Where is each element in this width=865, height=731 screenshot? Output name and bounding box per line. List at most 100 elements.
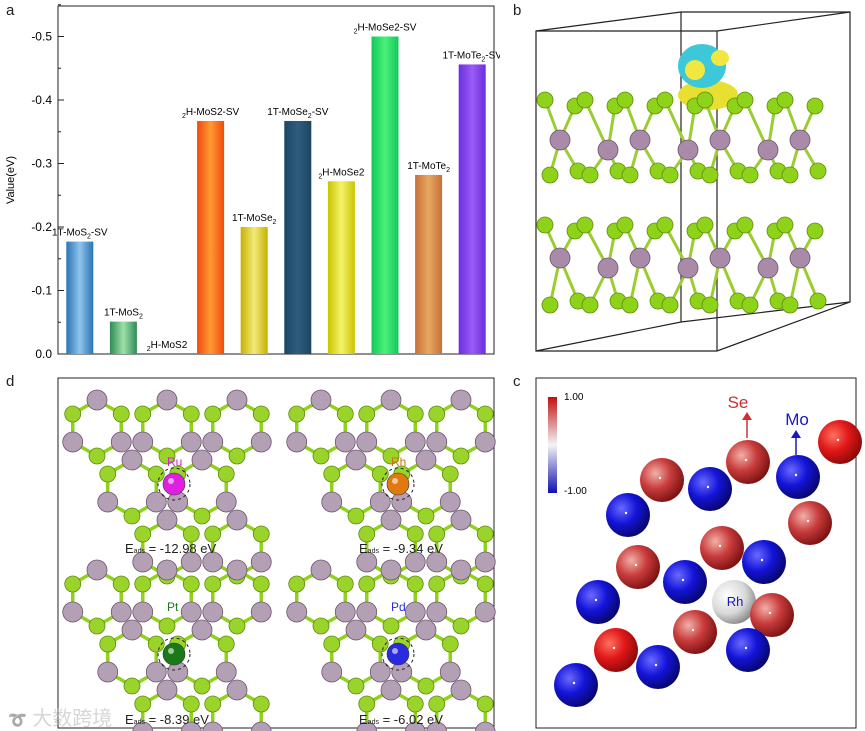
se-atom <box>323 635 341 653</box>
mo-sphere <box>726 628 770 672</box>
se-atom <box>696 216 714 234</box>
eads-subscript: ads <box>133 719 145 726</box>
bar-label: 1T-MoSe2 <box>232 213 277 226</box>
se-atom <box>217 635 235 653</box>
bar <box>240 227 268 354</box>
mo-atom <box>132 721 154 731</box>
mo-atom <box>62 601 84 623</box>
se-atom <box>252 525 270 543</box>
mo-atom <box>86 559 108 581</box>
lattice-ru <box>62 389 272 585</box>
se-atom <box>312 617 330 635</box>
se-atom <box>581 296 599 314</box>
se-atom <box>536 91 554 109</box>
mo-atom <box>191 449 213 471</box>
mo-atom <box>356 721 378 731</box>
mo-sphere <box>636 645 680 689</box>
lattice-pd <box>286 559 496 731</box>
se-atom <box>661 296 679 314</box>
eads-ru: Eads = -12.98 eV <box>125 541 216 556</box>
se-atom <box>204 575 222 593</box>
mo-atom <box>426 721 448 731</box>
dashed-highlight-ring <box>157 467 191 501</box>
mo-atom <box>180 551 202 573</box>
se-atom <box>428 575 446 593</box>
se-atom <box>99 465 117 483</box>
mo-atom <box>345 449 367 471</box>
bar <box>371 36 399 354</box>
se-atom <box>88 447 106 465</box>
mo-atom <box>226 389 248 411</box>
se-atom <box>112 405 130 423</box>
mo-atom <box>474 431 496 453</box>
bar <box>284 120 312 354</box>
eads-subscript: ads <box>367 719 379 726</box>
se-sphere <box>640 458 684 502</box>
mo-atom <box>474 601 496 623</box>
se-atom <box>123 677 141 695</box>
se-atom <box>358 695 376 713</box>
se-atom <box>134 525 152 543</box>
se-atom <box>323 465 341 483</box>
se-atom <box>64 575 82 593</box>
mo-atom <box>132 551 154 573</box>
mo-atom <box>110 601 132 623</box>
se-atom <box>428 695 446 713</box>
mo-atom <box>391 491 413 513</box>
bar-label: 2H-MoS2-SV <box>182 107 240 120</box>
eads-value: = -6.02 eV <box>382 712 443 727</box>
dashed-highlight-ring <box>157 637 191 671</box>
se-sphere <box>594 628 638 672</box>
se-atom <box>204 405 222 423</box>
se-atom <box>64 405 82 423</box>
se-atom <box>347 677 365 695</box>
mo-atom <box>474 721 496 731</box>
se-atom <box>696 91 714 109</box>
colorbar <box>548 397 557 493</box>
watermark-logo-icon: ➰ <box>8 712 27 729</box>
mo-atom <box>450 389 472 411</box>
se-atom <box>182 405 200 423</box>
mo-atom <box>474 551 496 573</box>
bar-label: 1T-MoS2-SV <box>52 228 108 241</box>
mo-atom <box>121 619 143 641</box>
lattice-pt <box>62 559 272 731</box>
mo-sphere <box>663 560 707 604</box>
se-atom <box>736 91 754 109</box>
mo-atom <box>250 721 272 731</box>
colorbar-max: 1.00 <box>564 392 584 403</box>
mo-sphere <box>606 493 650 537</box>
mo-atom <box>156 509 178 531</box>
metal-atom <box>386 472 410 496</box>
se-atom <box>809 162 827 180</box>
se-atom <box>204 525 222 543</box>
mo-atom <box>250 431 272 453</box>
mo-atom <box>709 129 731 151</box>
mo-atom <box>156 389 178 411</box>
mo-atom <box>415 619 437 641</box>
mo-atom <box>202 551 224 573</box>
panel-a-letter: a <box>6 2 15 19</box>
bar-label: 1T-MoS2 <box>104 308 143 321</box>
se-atom <box>182 695 200 713</box>
se-atom <box>781 296 799 314</box>
bar <box>197 120 225 354</box>
se-atom <box>806 97 824 115</box>
mo-atom <box>439 661 461 683</box>
y-tick-label: -0.3 <box>31 157 52 171</box>
mo-atom <box>450 679 472 701</box>
se-atom <box>204 695 222 713</box>
se-atom <box>88 617 106 635</box>
mo-atom <box>450 509 472 531</box>
mo-atom <box>226 679 248 701</box>
eads-value: = -9.34 eV <box>382 541 443 556</box>
y-tick-label: -0.1 <box>31 284 52 298</box>
mo-arrowhead <box>791 430 801 438</box>
mo-atom <box>180 721 202 731</box>
se-atom <box>134 575 152 593</box>
se-atom <box>576 91 594 109</box>
y-tick-label: -0.4 <box>31 93 52 107</box>
se-atom <box>441 465 459 483</box>
mo-atom <box>629 129 651 151</box>
eads-symbol: E <box>359 712 368 727</box>
